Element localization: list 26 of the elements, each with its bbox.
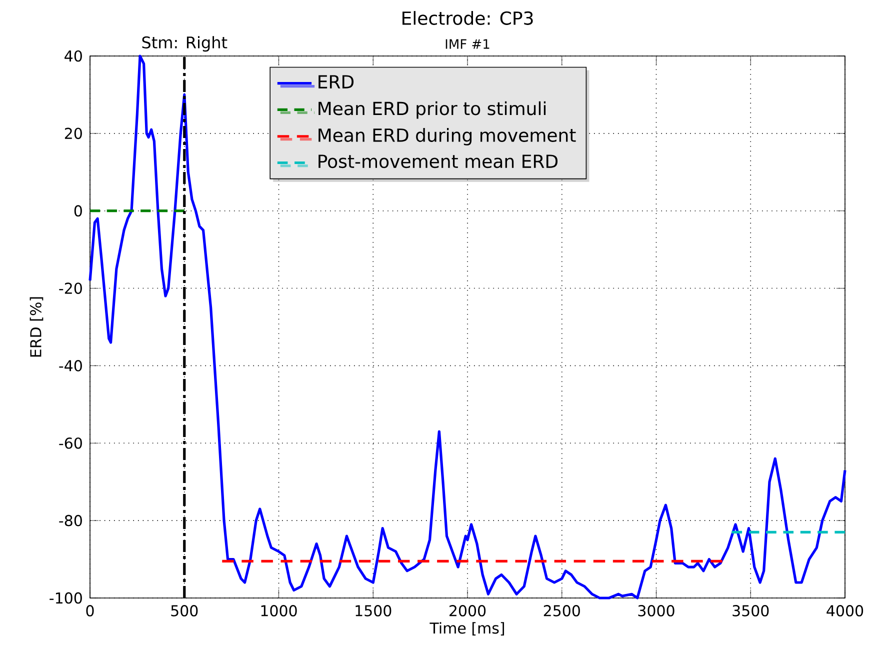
x-tick-label: 2500 [544, 605, 580, 616]
ref-line-label: Stm: Right [142, 36, 228, 52]
y-tick-label: -80 [59, 514, 82, 526]
x-tick-label: 500 [171, 605, 198, 616]
legend-label: Post-movement mean ERD [318, 154, 558, 168]
x-tick-label: 0 [86, 605, 94, 616]
y-tick-label: -100 [50, 592, 82, 604]
chart-title: Electrode: CP3 [402, 11, 533, 25]
chart-subtitle: IMF #1 [446, 39, 490, 49]
x-tick-label: 1000 [261, 605, 297, 616]
legend-label: ERD [318, 75, 354, 88]
y-tick-label: -40 [59, 360, 82, 372]
x-tick-label: 3500 [732, 605, 769, 616]
legend-label: Mean ERD during movement [318, 128, 576, 146]
x-tick-label: 4000 [826, 605, 864, 616]
y-tick-label: 20 [64, 128, 82, 140]
y-axis-title: ERD [%] [30, 297, 44, 357]
y-tick-label: -20 [59, 282, 82, 294]
x-tick-label: 2000 [450, 605, 486, 616]
y-tick-label: 40 [64, 50, 82, 62]
x-tick-label: 1500 [356, 605, 392, 616]
x-tick-label: 3000 [638, 605, 674, 616]
legend-label: Mean ERD prior to stimuli [318, 101, 546, 119]
y-tick-label: -60 [59, 437, 82, 449]
y-tick-label: 0 [74, 205, 82, 217]
x-axis-title: Time [ms] [430, 622, 504, 636]
